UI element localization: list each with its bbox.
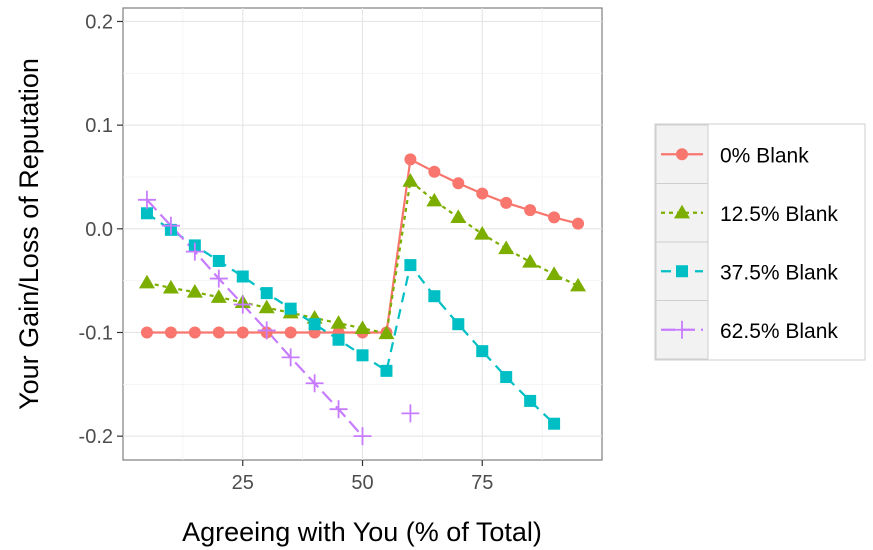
series-4-point bbox=[257, 321, 276, 340]
series-3-point bbox=[524, 394, 537, 407]
series-2-point bbox=[138, 274, 155, 289]
series-2-point bbox=[162, 279, 179, 294]
series-3-point bbox=[356, 349, 369, 362]
series-4-point bbox=[401, 404, 420, 423]
series-3-point bbox=[140, 207, 153, 220]
series-2-point bbox=[378, 325, 395, 340]
series-4-point bbox=[137, 190, 156, 209]
series-1-point bbox=[428, 165, 441, 178]
series-4-point bbox=[329, 400, 348, 419]
legend-label: 12.5% Blank bbox=[720, 203, 838, 226]
legend-label: 0% Blank bbox=[720, 144, 809, 167]
series-2-point bbox=[522, 253, 539, 268]
series-2-point bbox=[474, 226, 491, 240]
series-3-point bbox=[212, 254, 225, 267]
series-2-point bbox=[546, 266, 563, 281]
series-2-point bbox=[210, 289, 227, 303]
series-2-point bbox=[450, 209, 467, 224]
x-tick-label: 50 bbox=[351, 472, 373, 494]
legend-key-marker bbox=[676, 265, 688, 278]
legend-key-marker bbox=[674, 204, 690, 219]
legend: 0% Blank 12.5% Blank 37.5% Blank 62.5% Blan… bbox=[654, 123, 866, 361]
series-4-point bbox=[233, 295, 252, 314]
series-1-point bbox=[476, 187, 489, 200]
y-tick-label: 0.0 bbox=[85, 219, 113, 241]
series-1-point bbox=[188, 326, 201, 339]
x-tick-label: 75 bbox=[471, 472, 493, 494]
x-tick-label: 25 bbox=[232, 472, 254, 494]
series-3-point bbox=[284, 302, 297, 315]
y-tick-label: 0.2 bbox=[85, 11, 113, 33]
series-1-point bbox=[572, 217, 585, 230]
series-2-point bbox=[426, 192, 443, 207]
series-3-point bbox=[428, 290, 441, 303]
series-4-point bbox=[209, 269, 228, 288]
series-1-point bbox=[548, 211, 561, 224]
axes: 25 50 75 -0.2 -0.1 0.0 0.1 0.2 bbox=[79, 11, 494, 494]
series-2-point bbox=[498, 240, 515, 255]
series-1-point bbox=[284, 326, 297, 339]
series-1-point bbox=[452, 177, 465, 190]
series-2-point bbox=[186, 284, 203, 298]
series-4-point bbox=[353, 427, 372, 446]
series-3-point bbox=[452, 318, 465, 331]
series-1-point bbox=[236, 326, 249, 339]
series-2-point bbox=[402, 173, 419, 187]
series-4-point bbox=[161, 216, 180, 235]
series-markers bbox=[137, 153, 587, 446]
y-axis-title: Your Gain/Loss of Reputation bbox=[14, 58, 44, 410]
x-axis-title: Agreeing with You (% of Total) bbox=[182, 517, 542, 547]
series-1-point bbox=[164, 326, 177, 339]
series-1-point bbox=[404, 153, 417, 166]
y-tick-label: 0.1 bbox=[85, 115, 113, 137]
series-2-point bbox=[330, 315, 347, 329]
series-2-point bbox=[258, 299, 275, 314]
legend-key-marker bbox=[673, 320, 691, 339]
series-2-point bbox=[354, 320, 371, 334]
series-1-point bbox=[140, 326, 153, 339]
series-3-point bbox=[500, 371, 513, 384]
y-tick-label: -0.2 bbox=[79, 426, 113, 448]
series-3-point bbox=[236, 270, 249, 283]
series-3-point bbox=[380, 364, 393, 377]
series-2-point bbox=[570, 277, 587, 292]
series-1-point bbox=[524, 204, 537, 217]
series-4-point bbox=[185, 242, 204, 261]
series-1-point bbox=[212, 326, 225, 339]
series-4-point bbox=[281, 348, 300, 367]
legend-key-marker bbox=[676, 148, 688, 161]
series-3-point bbox=[548, 417, 561, 430]
series-4-line bbox=[146, 199, 364, 437]
series-1-point bbox=[500, 196, 513, 209]
series-3-point bbox=[308, 318, 321, 331]
series-4-point bbox=[305, 374, 324, 393]
series-3-point bbox=[476, 345, 489, 358]
series-3-point bbox=[332, 333, 345, 346]
legend-label: 62.5% Blank bbox=[720, 320, 838, 343]
series-3-point bbox=[260, 287, 273, 300]
legend-label: 37.5% Blank bbox=[720, 261, 838, 284]
series-3-point bbox=[404, 259, 417, 272]
y-tick-label: -0.1 bbox=[79, 322, 113, 344]
